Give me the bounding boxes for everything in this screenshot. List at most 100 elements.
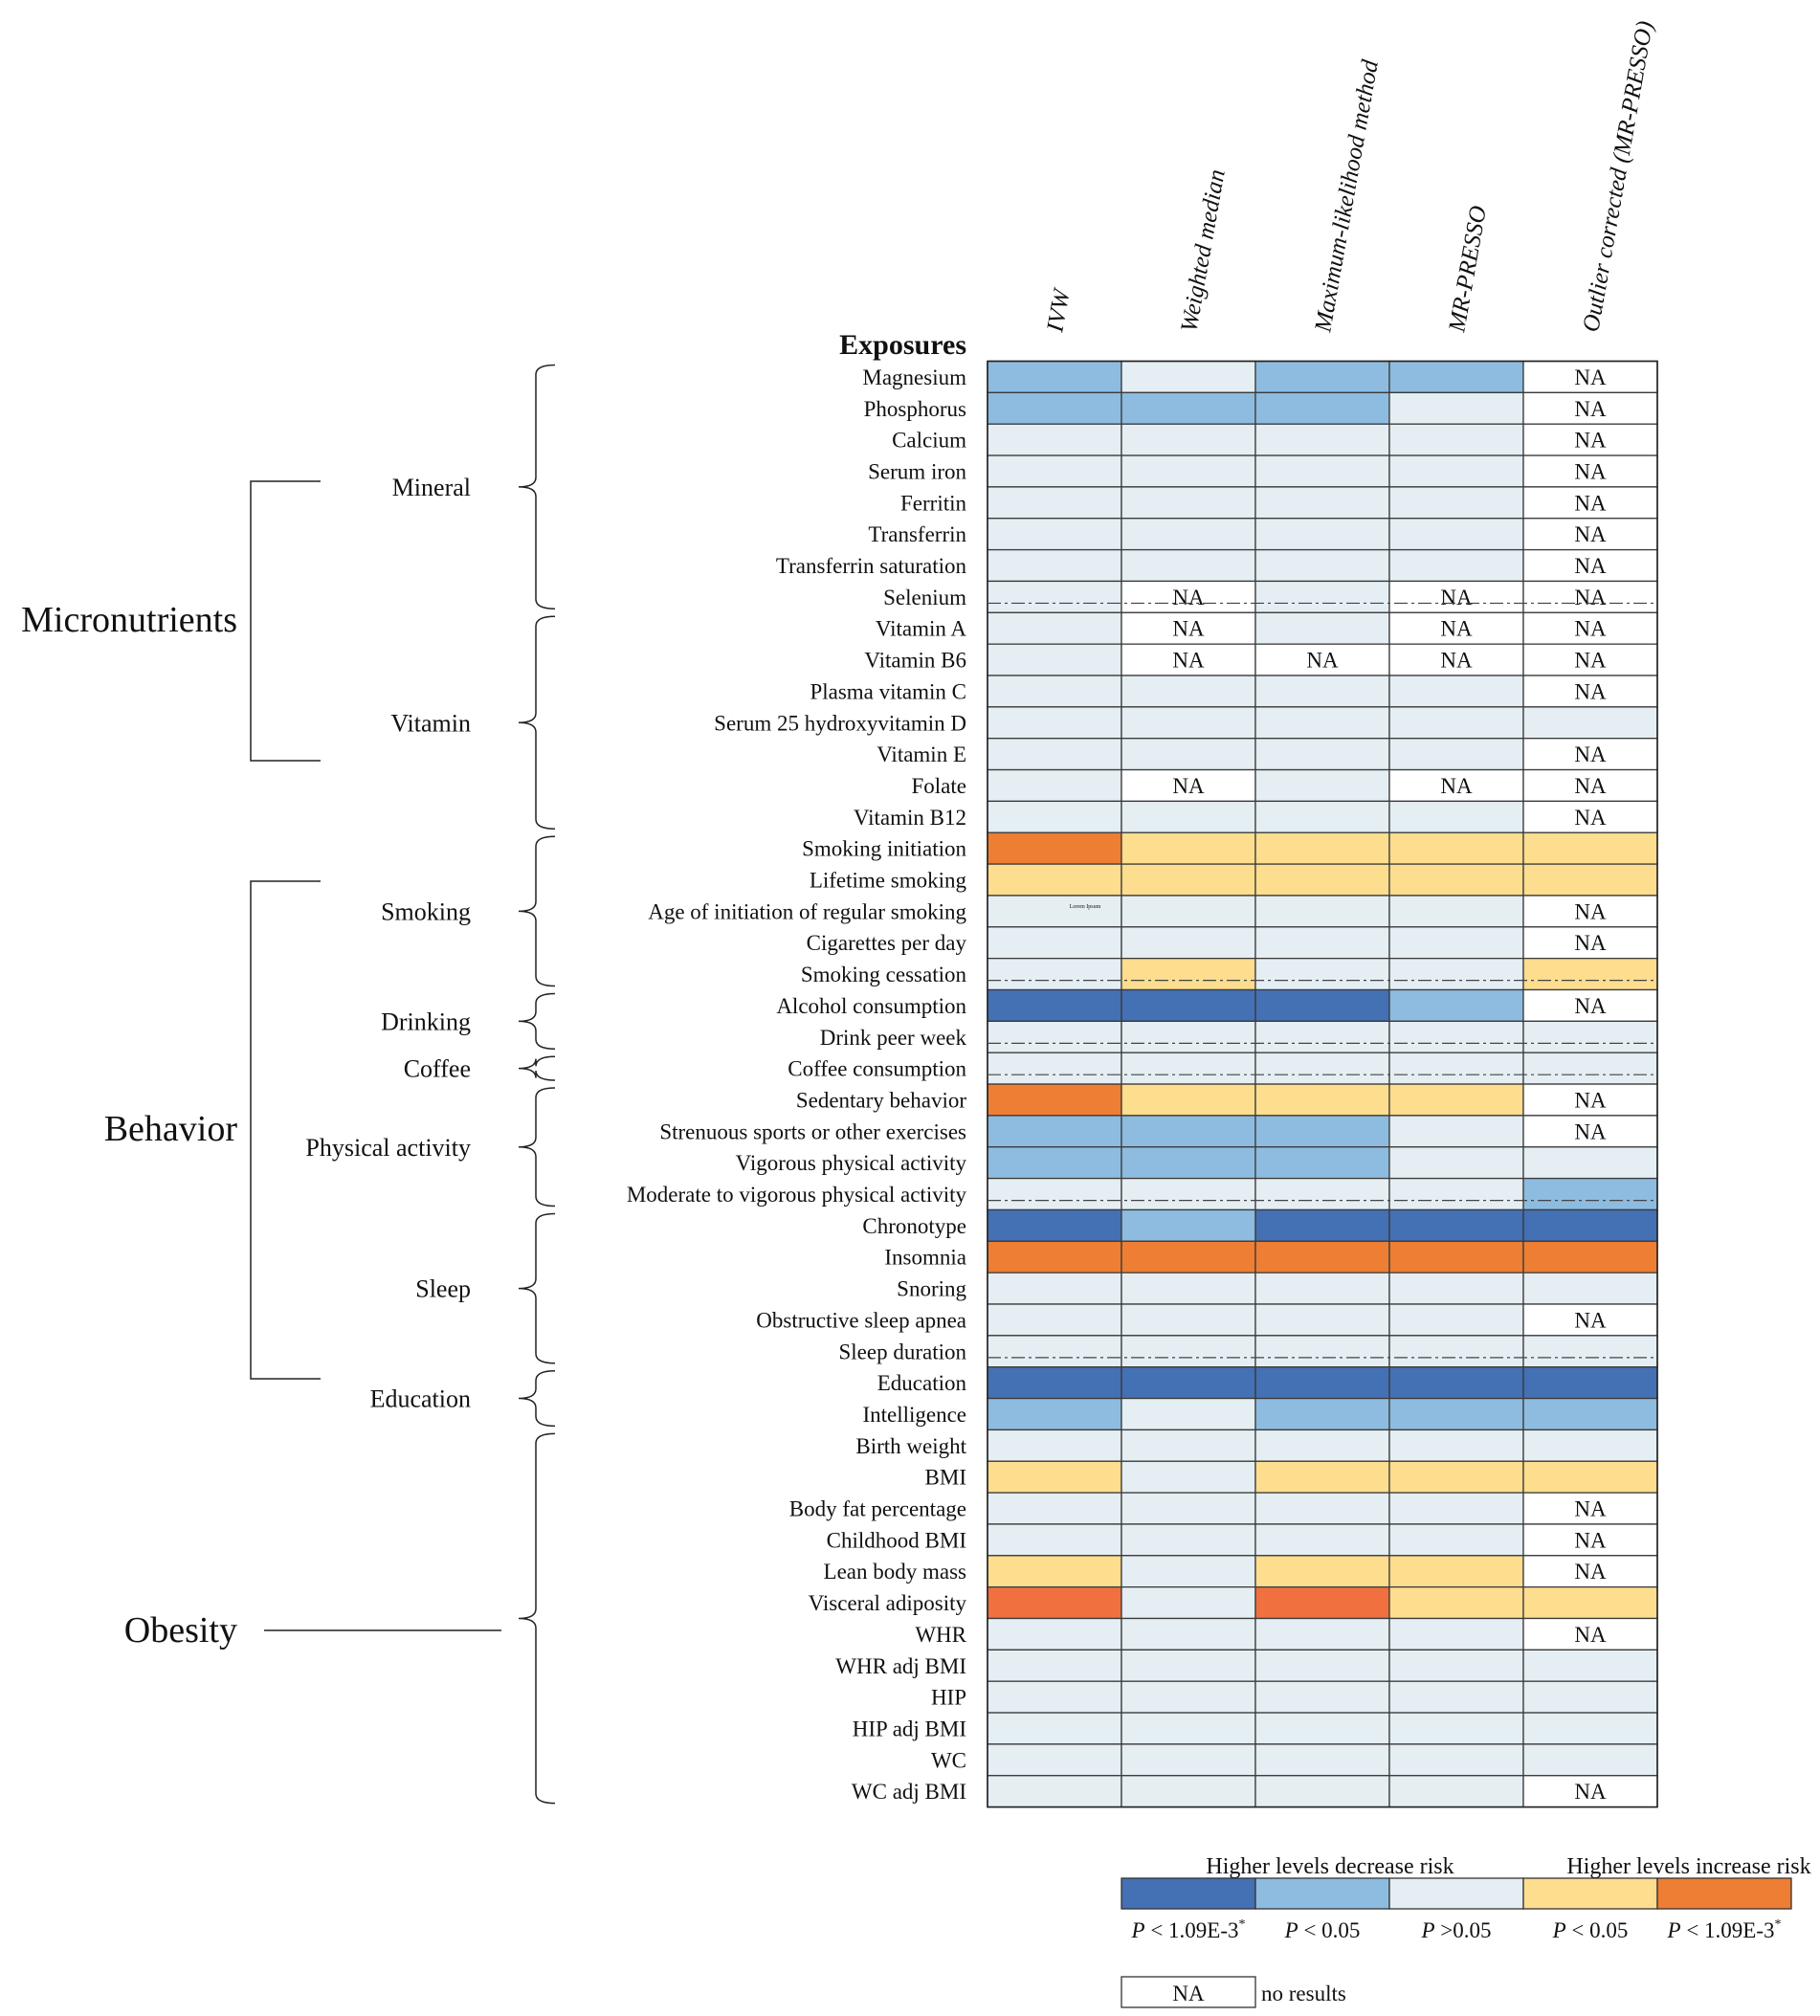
category-label: Obesity [124, 1610, 237, 1650]
exposure-label: Vigorous physical activity [736, 1151, 967, 1175]
heatmap-cell [1254, 1649, 1390, 1682]
heatmap-cell [987, 863, 1122, 897]
heatmap-cell [1522, 958, 1658, 991]
heatmap-cell [1121, 1272, 1256, 1305]
heatmap-cell [987, 1177, 1122, 1211]
subcategory-brace [518, 1087, 556, 1207]
heatmap-cell [1388, 1743, 1524, 1777]
heatmap-cell [1388, 1177, 1524, 1211]
heatmap-cell [1522, 863, 1658, 897]
legend-swatch [1121, 1877, 1256, 1910]
heatmap-cell [1121, 1680, 1256, 1714]
heatmap-cell [1388, 926, 1524, 960]
heatmap-cell [1522, 800, 1658, 833]
exposure-label: Intelligence [862, 1403, 966, 1427]
heatmap-cell [1522, 706, 1658, 740]
heatmap-cell [1388, 675, 1524, 708]
heatmap-cell [1522, 643, 1658, 676]
exposure-label: WC adj BMI [852, 1780, 966, 1804]
exposure-label: Smoking initiation [802, 837, 966, 861]
heatmap-cell [1388, 1429, 1524, 1462]
exposure-label: Phosphorus [864, 397, 966, 421]
na-label: NA [1574, 522, 1607, 546]
na-label: NA [1574, 1623, 1607, 1647]
exposure-label: Vitamin A [876, 617, 966, 641]
legend-na-box [1121, 1976, 1256, 2008]
heatmap-cell [1121, 360, 1256, 393]
subcategory-label: Coffee [404, 1055, 471, 1083]
na-label: NA [1574, 931, 1607, 955]
na-label: NA [1574, 742, 1607, 766]
legend-label: P < 0.05 [1284, 1918, 1361, 1942]
heatmap-cell [1388, 1523, 1524, 1557]
exposure-label: WHR [915, 1623, 966, 1647]
heatmap-cell [1254, 1177, 1390, 1211]
heatmap-cell [987, 988, 1122, 1022]
heatmap-cell [1522, 360, 1658, 393]
column-header: MR-PRESSO [1444, 204, 1492, 335]
heatmap-cell [1121, 1020, 1256, 1053]
exposure-label: Drink peer week [820, 1026, 967, 1050]
heatmap-cell [987, 1397, 1122, 1431]
exposure-label: Serum iron [868, 459, 966, 483]
heatmap-cell [1388, 1617, 1524, 1650]
heatmap-cell [1254, 958, 1390, 991]
heatmap-cell [1522, 518, 1658, 551]
subcategory-brace [518, 835, 556, 987]
legend-na-text: NA [1172, 1982, 1205, 2005]
column-header: Maximum-likelihood method [1310, 57, 1384, 335]
heatmap-cell [1388, 800, 1524, 833]
heatmap-cell [1254, 518, 1390, 551]
exposure-label: Coffee consumption [788, 1057, 966, 1081]
subcategory-label: Smoking [381, 897, 471, 925]
heatmap-cell [987, 1208, 1122, 1242]
column-header: Weighted median [1176, 167, 1230, 334]
exposure-label: Snoring [897, 1277, 966, 1301]
heatmap-cell [1121, 958, 1256, 991]
heatmap-cell [1254, 1492, 1390, 1525]
legend-right-title: Higher levels increase risk [1566, 1854, 1810, 1879]
na-label: NA [1574, 491, 1607, 515]
heatmap-cell [1388, 643, 1524, 676]
legend-label: P >0.05 [1420, 1918, 1491, 1942]
na-label: NA [1172, 617, 1205, 641]
subcategory-brace [518, 992, 556, 1050]
na-label: NA [1574, 679, 1607, 703]
na-label: NA [1574, 1088, 1607, 1112]
heatmap-cell [1121, 643, 1256, 676]
heatmap-cell [987, 1146, 1122, 1180]
na-label: NA [1574, 649, 1607, 673]
heatmap-cell [1388, 1366, 1524, 1400]
heatmap-cell [1254, 423, 1390, 456]
heatmap-cell [1121, 1146, 1256, 1180]
heatmap-cell [987, 580, 1122, 613]
heatmap-cell [1522, 1712, 1658, 1745]
heatmap-cell [1388, 1272, 1524, 1305]
heatmap-cell [987, 1303, 1122, 1337]
exposure-label: Strenuous sports or other exercises [659, 1119, 966, 1143]
heatmap-cell [987, 958, 1122, 991]
heatmap-cell [1522, 1460, 1658, 1494]
heatmap-cell [987, 1743, 1122, 1777]
exposure-label: Insomnia [884, 1246, 966, 1270]
heatmap-cell [987, 1712, 1122, 1745]
heatmap-cell [1121, 580, 1256, 613]
heatmap-cell [987, 831, 1122, 865]
heatmap-cell [1254, 1240, 1390, 1274]
heatmap-cell [987, 1240, 1122, 1274]
heatmap-cell [987, 454, 1122, 488]
heatmap-cell [1522, 675, 1658, 708]
category-bracket [250, 880, 321, 1380]
exposure-label: Lean body mass [824, 1560, 967, 1584]
heatmap-cell [1254, 611, 1390, 645]
heatmap-cell [1522, 768, 1658, 803]
heatmap-cell [1522, 1115, 1658, 1148]
heatmap-cell [1121, 1743, 1256, 1777]
na-label: NA [1574, 1528, 1607, 1552]
heatmap-cell [1254, 1775, 1390, 1808]
heatmap-cell [1254, 1083, 1390, 1117]
heatmap-cell [1522, 1052, 1658, 1085]
subcategory-label: Vitamin [390, 709, 471, 737]
exposure-label: Plasma vitamin C [810, 679, 966, 703]
